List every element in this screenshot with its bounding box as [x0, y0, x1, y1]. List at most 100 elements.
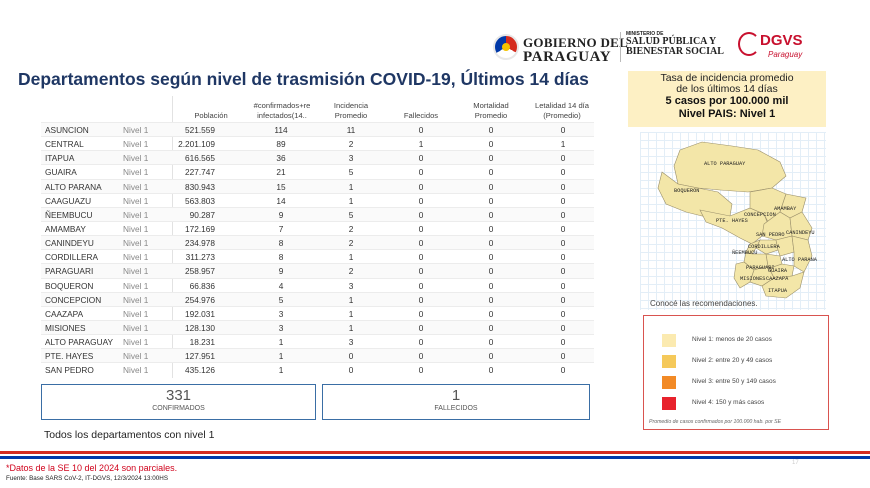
row-confirmed: 4: [278, 280, 284, 291]
fallecidos-total-card: 1 FALLECIDOS: [322, 384, 590, 420]
logo-divider: [620, 32, 621, 62]
row-incidence: 0: [348, 365, 354, 376]
row-deaths: 0: [418, 294, 424, 305]
row-mortality: 0: [488, 308, 494, 319]
row-confirmed: 1: [278, 337, 284, 348]
row-deaths: 0: [418, 308, 424, 319]
ministry-small: MINISTERIO DE: [626, 31, 664, 37]
row-level: Nivel 1: [123, 280, 149, 291]
row-deaths: 0: [418, 252, 424, 263]
confirmados-total-label: CONFIRMADOS: [152, 405, 205, 412]
header-mortalidad: Mortalidad Promedio: [473, 101, 509, 120]
map-label-itapua: ITAPUA: [768, 288, 788, 294]
row-incidence: 3: [348, 280, 354, 291]
row-level: Nivel 1: [123, 238, 149, 249]
row-department: ASUNCION: [45, 125, 89, 135]
recommendations-link[interactable]: Conocé las recomendaciones.: [650, 299, 758, 308]
region-central: [745, 239, 761, 255]
row-mortality: 0: [488, 181, 494, 192]
row-deaths: 0: [418, 181, 424, 192]
row-deaths: 0: [418, 365, 424, 376]
row-mortality: 0: [488, 195, 494, 206]
region-canindeyu: [789, 211, 813, 241]
level-legend: Nivel 1: menos de 20 casos Nivel 2: entr…: [643, 315, 829, 430]
row-level: Nivel 1: [123, 322, 149, 333]
row-confirmed: 1: [278, 351, 284, 362]
row-lethality: 0: [560, 365, 566, 376]
row-department: PARAGUARI: [45, 266, 94, 277]
gobierno-line2: PARAGUAY: [523, 49, 612, 65]
row-lethality: 0: [560, 181, 566, 192]
table-row: CANINDEYU Nivel 1 234.978 8 2 0 0 0: [41, 235, 594, 250]
row-population: 66.836: [189, 280, 215, 291]
table-row: PTE. HAYES Nivel 1 127.951 1 0 0 0 0: [41, 348, 594, 363]
row-department: ALTO PARANA: [45, 181, 102, 192]
legend-label: Nivel 3: entre 50 y 149 casos: [692, 378, 776, 385]
row-deaths: 0: [418, 125, 424, 135]
row-incidence: 3: [348, 153, 354, 164]
row-level: Nivel 1: [123, 266, 149, 277]
row-incidence: 2: [348, 223, 354, 234]
incidence-line1: Tasa de incidencia promedio: [660, 72, 794, 84]
row-confirmed: 89: [276, 139, 286, 150]
row-lethality: 0: [560, 308, 566, 319]
row-mortality: 0: [488, 365, 494, 376]
row-department: ALTO PARAGUAY: [45, 337, 114, 348]
row-population: 2.201.109: [178, 139, 215, 150]
page-number: 17: [792, 460, 799, 466]
map-label-cordillera: CORDILLERA: [748, 244, 781, 250]
row-lethality: 0: [560, 280, 566, 291]
table-row: SAN PEDRO Nivel 1 435.126 1 0 0 0 0: [41, 362, 594, 376]
row-mortality: 0: [488, 266, 494, 277]
row-incidence: 1: [348, 294, 354, 305]
row-department: ÑEEMBUCU: [45, 209, 93, 220]
row-level: Nivel 1: [123, 351, 149, 362]
row-mortality: 0: [488, 139, 494, 150]
gobierno-line1: GOBIERNO DEL: [523, 35, 629, 50]
legend-label: Nivel 1: menos de 20 casos: [692, 336, 772, 343]
region-alto-parana: [791, 235, 813, 273]
row-department: BOQUERON: [45, 280, 94, 291]
row-population: 234.978: [185, 238, 215, 249]
fallecidos-total-label: FALLECIDOS: [434, 405, 478, 412]
row-mortality: 0: [488, 125, 494, 135]
row-level: Nivel 1: [123, 308, 149, 319]
row-incidence: 5: [348, 209, 354, 220]
flag-stripe-red: [0, 451, 870, 454]
row-department: CAAZAPA: [45, 308, 84, 319]
row-department: MISIONES: [45, 322, 86, 333]
row-level: Nivel 1: [123, 153, 149, 164]
paraguay-map[interactable]: ALTO PARAGUAY BOQUERON PTE. HAYES CONCEP…: [640, 132, 826, 310]
legend-footnote: Promedio de casos confirmados por 100.00…: [649, 419, 782, 425]
table-body: ASUNCION Nivel 1 521.559 114 11 0 0 0 CENTRAL Niv…: [41, 122, 594, 377]
map-label-caazapa: CAAZAPA: [766, 276, 789, 282]
confirmados-total-value: 331: [165, 387, 192, 404]
row-mortality: 0: [488, 153, 494, 164]
row-population: 311.273: [185, 252, 215, 263]
row-deaths: 0: [418, 238, 424, 249]
row-mortality: 0: [488, 322, 494, 333]
legend-label: Nivel 4: 150 y más casos: [692, 399, 765, 406]
row-mortality: 0: [488, 167, 494, 178]
row-department: ITAPUA: [45, 153, 75, 164]
map-svg: ALTO PARAGUAY BOQUERON PTE. HAYES CONCEP…: [657, 141, 818, 299]
header-fallecidos: Fallecidos: [403, 110, 439, 120]
map-label-amambay: AMAMBAY: [774, 206, 797, 212]
row-population: 521.559: [185, 125, 215, 135]
row-lethality: 0: [560, 351, 566, 362]
row-deaths: 0: [418, 209, 424, 220]
row-confirmed: 9: [278, 266, 284, 277]
row-level: Nivel 1: [123, 167, 149, 178]
row-mortality: 0: [488, 238, 494, 249]
dgvs-logo: DGVS Paraguay: [738, 30, 828, 64]
row-confirmed: 5: [278, 294, 284, 305]
legend-label: Nivel 2: entre 20 y 49 casos: [692, 357, 773, 364]
row-confirmed: 36: [276, 153, 286, 164]
row-incidence: 1: [348, 181, 354, 192]
map-label-misiones: MISIONES: [740, 276, 765, 282]
row-confirmed: 8: [278, 238, 284, 249]
row-department: PTE. HAYES: [45, 351, 94, 362]
row-lethality: 0: [560, 195, 566, 206]
paraguay-flag-icon: [493, 34, 519, 60]
incidence-summary-box: Tasa de incidencia promedio de los últim…: [628, 71, 826, 127]
